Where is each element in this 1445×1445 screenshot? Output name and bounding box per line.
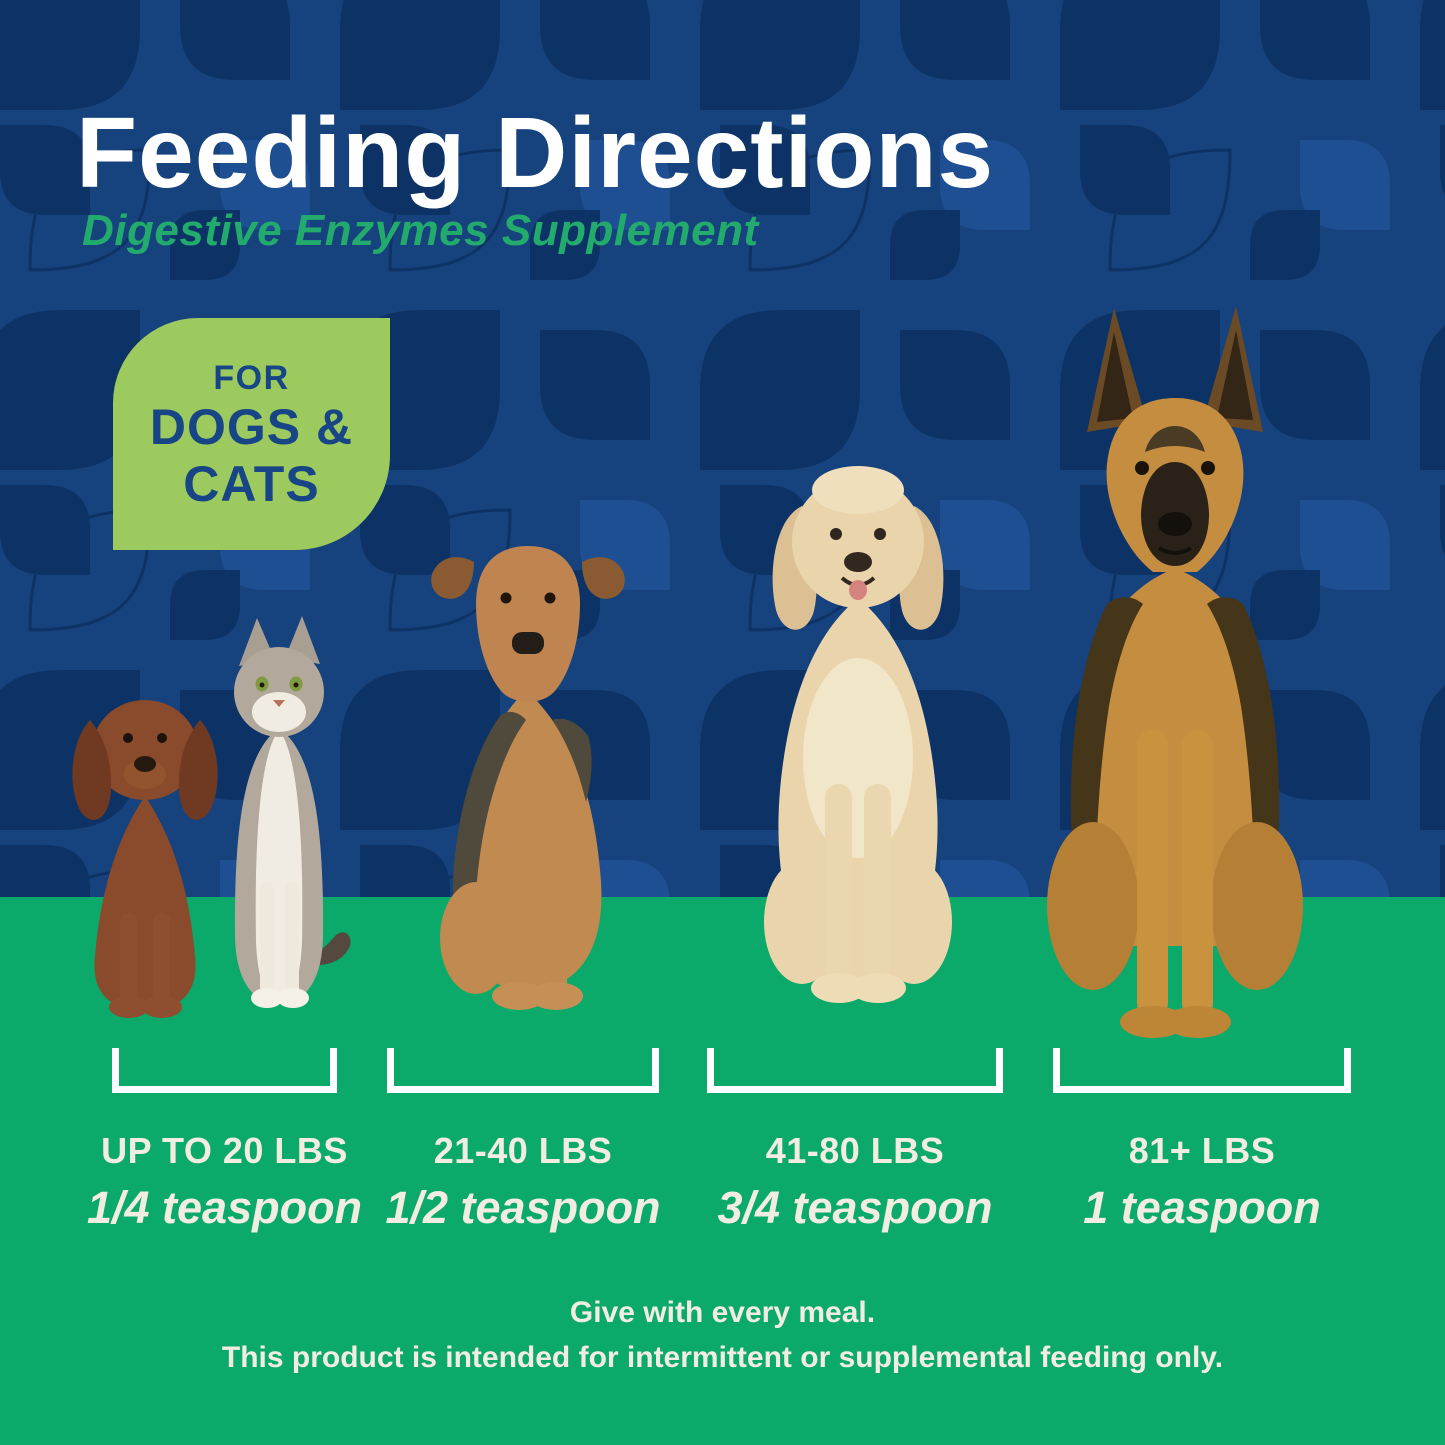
dose-label: 1/2 teaspoon	[385, 1182, 661, 1233]
size-bracket	[1053, 1048, 1351, 1093]
airedale-terrier-photo	[431, 546, 625, 1010]
dosage-group-up-to-20: UP TO 20 LBS 1/4 teaspoon	[87, 1048, 362, 1234]
page-title: Feeding Directions	[76, 97, 995, 209]
dosage-group-21-40: 21-40 LBS 1/2 teaspoon	[385, 1048, 661, 1234]
for-dogs-and-cats-badge: FOR DOGS & CATS	[113, 318, 390, 550]
dose-label: 1 teaspoon	[1083, 1182, 1321, 1233]
dose-label: 3/4 teaspoon	[717, 1182, 993, 1233]
dose-label: 1/4 teaspoon	[86, 1182, 363, 1233]
dachshund-photo	[72, 700, 218, 1018]
cat-photo	[234, 616, 351, 1008]
page-subtitle: Digestive Enzymes Supplement	[82, 206, 759, 255]
weight-label: 21-40 LBS	[433, 1130, 613, 1171]
size-bracket	[707, 1048, 1003, 1093]
footer-intermittent-feeding-note: This product is intended for intermitten…	[221, 1341, 1224, 1374]
size-bracket	[387, 1048, 659, 1093]
badge-line-for: FOR	[213, 358, 290, 397]
german-shepherd-photo	[1047, 306, 1303, 1038]
weight-label: 81+ LBS	[1128, 1130, 1276, 1171]
badge-line-cats: CATS	[183, 456, 320, 513]
weight-label: 41-80 LBS	[765, 1130, 945, 1171]
goldendoodle-photo	[764, 466, 952, 1003]
badge-line-dogs: DOGS &	[149, 399, 354, 456]
dosage-group-81-plus: 81+ LBS 1 teaspoon	[1053, 1048, 1351, 1234]
weight-label: UP TO 20 LBS	[101, 1130, 348, 1171]
size-bracket	[112, 1048, 337, 1093]
footer-give-with-every-meal: Give with every meal.	[569, 1296, 876, 1329]
dosage-group-41-80: 41-80 LBS 3/4 teaspoon	[707, 1048, 1003, 1234]
